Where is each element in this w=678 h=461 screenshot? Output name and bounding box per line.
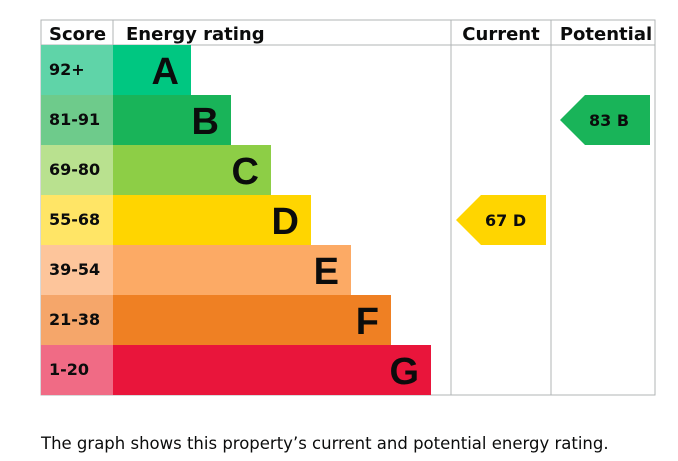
- header-potential: Potential: [560, 24, 652, 45]
- band-letter: F: [356, 301, 379, 343]
- band-letter: G: [389, 351, 419, 393]
- energy-rating-chart: Score Energy rating Current Potential 92…: [40, 19, 656, 396]
- band-bar-f: [113, 295, 391, 345]
- band-bar-c: [113, 145, 271, 195]
- score-range-label: 69-80: [49, 160, 100, 179]
- chart-caption: The graph shows this property’s current …: [41, 434, 609, 453]
- rating-bands: 92+ A 81-91 B 69-80 C 55-68 D 39-54 E 21-38 F 1-20 G: [41, 45, 431, 395]
- chart-headers: Score Energy rating Current Potential: [49, 24, 652, 45]
- score-range-label: 21-38: [49, 310, 100, 329]
- band-letter: E: [314, 251, 339, 293]
- header-energy-rating: Energy rating: [126, 24, 265, 45]
- header-score: Score: [49, 24, 106, 45]
- score-range-label: 81-91: [49, 110, 100, 129]
- potential-arrow: [560, 95, 650, 145]
- score-cell-c: [41, 145, 113, 195]
- score-cell-b: [41, 95, 113, 145]
- band-letter: B: [192, 101, 219, 143]
- potential-rating-label: 83 B: [589, 111, 629, 130]
- band-bar-e: [113, 245, 351, 295]
- rating-arrows: 67 D 83 B: [456, 95, 650, 245]
- score-cell-g: [41, 345, 113, 395]
- current-rating-label: 67 D: [485, 211, 526, 230]
- band-letter: C: [232, 151, 259, 193]
- band-bar-d: [113, 195, 311, 245]
- current-arrow: [456, 195, 546, 245]
- score-cell-d: [41, 195, 113, 245]
- score-cell-a: [41, 45, 113, 95]
- score-cell-e: [41, 245, 113, 295]
- score-range-label: 92+: [49, 60, 85, 79]
- band-bar-a: [113, 45, 191, 95]
- score-range-label: 55-68: [49, 210, 100, 229]
- score-range-label: 1-20: [49, 360, 89, 379]
- band-bar-g: [113, 345, 431, 395]
- band-letter: D: [272, 201, 299, 243]
- header-current: Current: [462, 24, 540, 45]
- score-cell-f: [41, 295, 113, 345]
- score-range-label: 39-54: [49, 260, 100, 279]
- band-bar-b: [113, 95, 231, 145]
- band-letter: A: [152, 51, 179, 93]
